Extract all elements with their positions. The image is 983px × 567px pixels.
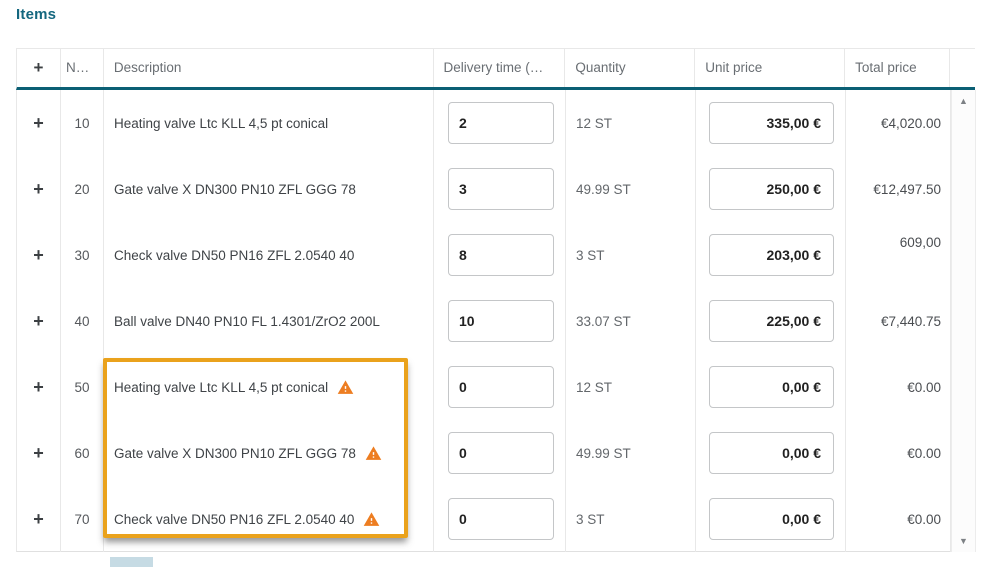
item-quantity: 12 ST bbox=[566, 354, 696, 420]
expand-row-button[interactable]: + bbox=[27, 440, 50, 466]
table-body: + 10 Heating valve Ltc KLL 4,5 pt conica… bbox=[17, 90, 951, 552]
item-number: 60 bbox=[61, 420, 104, 486]
delivery-time-input[interactable] bbox=[448, 300, 554, 342]
item-quantity: 33.07 ST bbox=[566, 288, 696, 354]
item-description: Gate valve X DN300 PN10 ZFL GGG 78 bbox=[114, 445, 356, 461]
item-number: 20 bbox=[61, 156, 104, 222]
unit-price-input[interactable] bbox=[709, 498, 834, 540]
item-description: Heating valve Ltc KLL 4,5 pt conical bbox=[114, 115, 329, 131]
delivery-time-input[interactable] bbox=[448, 366, 554, 408]
item-description: Check valve DN50 PN16 ZFL 2.0540 40 bbox=[114, 511, 355, 527]
item-quantity: 3 ST bbox=[566, 486, 696, 552]
warning-icon bbox=[365, 445, 382, 460]
expand-row-button[interactable]: + bbox=[27, 374, 50, 400]
item-number: 70 bbox=[61, 486, 104, 552]
item-number: 30 bbox=[61, 222, 104, 288]
unit-price-input[interactable] bbox=[709, 168, 834, 210]
scroll-up-button[interactable]: ▲ bbox=[952, 90, 975, 112]
table-row: + 70 Check valve DN50 PN16 ZFL 2.0540 40… bbox=[17, 486, 951, 552]
table-row: + 20 Gate valve X DN300 PN10 ZFL GGG 78 … bbox=[17, 156, 951, 222]
table-row: + 50 Heating valve Ltc KLL 4,5 pt conica… bbox=[17, 354, 951, 420]
vertical-scrollbar[interactable]: ▲ ▼ bbox=[951, 90, 976, 552]
item-description: Check valve DN50 PN16 ZFL 2.0540 40 bbox=[114, 247, 355, 263]
item-description: Gate valve X DN300 PN10 ZFL GGG 78 bbox=[114, 181, 356, 197]
scroll-down-button[interactable]: ▼ bbox=[952, 530, 975, 552]
item-quantity: 49.99 ST bbox=[566, 420, 696, 486]
warning-icon bbox=[337, 379, 354, 394]
item-quantity: 3 ST bbox=[566, 222, 696, 288]
column-header-delivery-time: Delivery time (… bbox=[434, 49, 566, 87]
page-title: Items bbox=[16, 6, 57, 23]
item-total-price: €12,497.50 bbox=[873, 181, 941, 197]
unit-price-input[interactable] bbox=[709, 300, 834, 342]
item-total-price: 609,00 bbox=[899, 234, 941, 250]
delivery-time-input[interactable] bbox=[448, 432, 554, 474]
unit-price-input[interactable] bbox=[709, 102, 834, 144]
column-header-unit-price: Unit price bbox=[695, 49, 846, 87]
delivery-time-input[interactable] bbox=[448, 234, 554, 276]
item-number: 40 bbox=[61, 288, 104, 354]
table-row: + 10 Heating valve Ltc KLL 4,5 pt conica… bbox=[17, 90, 951, 156]
item-number: 10 bbox=[61, 90, 104, 156]
unit-price-input[interactable] bbox=[709, 234, 834, 276]
table-body-wrap: + 10 Heating valve Ltc KLL 4,5 pt conica… bbox=[16, 90, 976, 552]
column-header-description: Description bbox=[104, 49, 434, 87]
expand-row-button[interactable]: + bbox=[27, 308, 50, 334]
expand-row-button[interactable]: + bbox=[27, 242, 50, 268]
items-table: + N… Description Delivery time (… Quanti… bbox=[16, 48, 976, 552]
item-number: 50 bbox=[61, 354, 104, 420]
table-row: + 60 Gate valve X DN300 PN10 ZFL GGG 78 … bbox=[17, 420, 951, 486]
bottom-partial-cell bbox=[110, 557, 153, 567]
item-total-price: €7,440.75 bbox=[880, 313, 941, 329]
warning-icon bbox=[364, 511, 380, 526]
column-header-number: N… bbox=[61, 49, 104, 87]
delivery-time-input[interactable] bbox=[448, 168, 554, 210]
item-total-price: €0.00 bbox=[907, 379, 941, 395]
unit-price-input[interactable] bbox=[709, 366, 834, 408]
unit-price-input[interactable] bbox=[709, 432, 834, 474]
column-header-scroll-spacer bbox=[950, 49, 975, 87]
item-total-price: €0.00 bbox=[907, 445, 941, 461]
item-description: Heating valve Ltc KLL 4,5 pt conical bbox=[114, 379, 329, 395]
column-header-total-price: Total price bbox=[845, 49, 950, 87]
expand-row-button[interactable]: + bbox=[27, 506, 50, 532]
column-header-quantity: Quantity bbox=[565, 49, 696, 87]
expand-row-button[interactable]: + bbox=[27, 176, 50, 202]
table-row: + 40 Ball valve DN40 PN10 FL 1.4301/ZrO2… bbox=[17, 288, 951, 354]
item-description: Ball valve DN40 PN10 FL 1.4301/ZrO2 200L bbox=[114, 313, 380, 329]
item-total-price: €4,020.00 bbox=[880, 115, 941, 131]
expand-row-button[interactable]: + bbox=[27, 110, 50, 136]
expand-all-header[interactable]: + bbox=[17, 49, 61, 87]
table-row: + 30 Check valve DN50 PN16 ZFL 2.0540 40… bbox=[17, 222, 951, 288]
delivery-time-input[interactable] bbox=[448, 498, 554, 540]
table-header-row: + N… Description Delivery time (… Quanti… bbox=[16, 48, 975, 90]
delivery-time-input[interactable] bbox=[448, 102, 554, 144]
item-quantity: 12 ST bbox=[566, 90, 696, 156]
item-total-price: €0.00 bbox=[907, 511, 941, 527]
item-quantity: 49.99 ST bbox=[566, 156, 696, 222]
